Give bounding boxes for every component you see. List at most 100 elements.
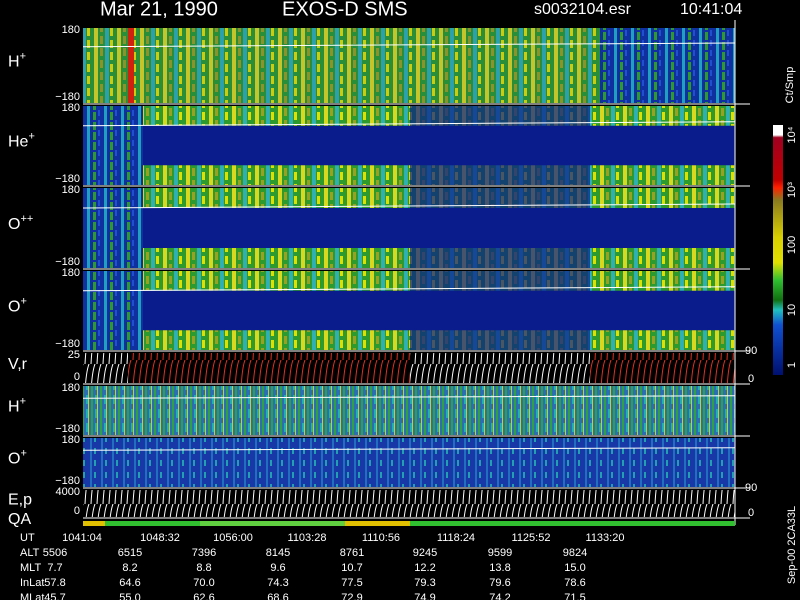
trace [590, 353, 735, 383]
colorbar-labels: 10⁴ 10³ 100 10 1 [786, 126, 798, 368]
trace [410, 353, 590, 383]
y2-tick-label: 90 [745, 345, 757, 357]
row-value: 9599 [488, 547, 512, 559]
y-tick-label: 180 [62, 24, 80, 36]
panel-label: O++ [8, 213, 33, 233]
row-value: 1118:24 [437, 532, 475, 544]
y-tick-label: 0 [74, 371, 80, 383]
trace [83, 490, 735, 517]
row-value: 1125:52 [512, 532, 551, 544]
spectrum [600, 28, 735, 103]
charge: + [20, 295, 26, 307]
ion: V,r [8, 356, 28, 373]
row-name: MLat [20, 592, 44, 600]
side-note: Sep-00 2CA33L [786, 506, 798, 584]
colorbar-unit: Ct/Smp [784, 67, 796, 104]
row-value: 78.6 [564, 577, 585, 589]
ion: O [8, 216, 20, 233]
spectrum [83, 106, 143, 185]
row-value: 1110:56 [362, 532, 400, 544]
panel-label: H+ [8, 50, 26, 70]
spectrum [410, 271, 590, 350]
colorbar-label: 100 [786, 236, 798, 254]
ion: O [8, 299, 20, 316]
spectrum [83, 248, 735, 268]
file: s0032104.esr [534, 1, 632, 18]
y-tick-label: 180 [62, 267, 80, 279]
row-value: 9.6 [270, 562, 285, 574]
row-value: 62.6 [193, 592, 214, 600]
colorbar [773, 125, 783, 375]
row-value: 1103:28 [288, 532, 327, 544]
y-tick-label: −180 [55, 91, 80, 103]
row-value: 74.2 [489, 592, 510, 600]
y-tick-label: −180 [55, 338, 80, 350]
row-name: MLT [20, 562, 41, 574]
row-value: 1133:20 [586, 532, 625, 544]
panel-label: E,p [8, 492, 32, 509]
spectrum [83, 386, 735, 435]
row-value: 8145 [266, 547, 290, 559]
row-value: 72.9 [341, 592, 362, 600]
date: Mar 21, 1990 [100, 0, 218, 20]
y-tick-label: 0 [74, 505, 80, 517]
y-tick-label: −180 [55, 256, 80, 268]
row-name: InLat [20, 577, 44, 589]
colorbar-label: 10³ [786, 182, 798, 198]
row-value: 55.0 [119, 592, 140, 600]
row-value: 71.5 [564, 592, 585, 600]
row-value: 5506 [43, 547, 67, 559]
row-value: 7.7 [47, 562, 62, 574]
spectrum [83, 271, 143, 350]
row-value: 68.6 [267, 592, 288, 600]
row-value: 9824 [563, 547, 587, 559]
row-value: 1041:04 [62, 532, 102, 544]
row-value: 70.0 [193, 577, 214, 589]
qa-bar [345, 521, 410, 526]
row-value: 1048:32 [140, 532, 180, 544]
trace-line [82, 447, 736, 451]
y-tick-label: −180 [55, 475, 80, 487]
footer: UT 1041:04 1048:32 1056:00 1103:28 1110:56 111… [20, 532, 624, 600]
panels: H+180−180He+180−180O++180−180O+180−180V,… [8, 20, 757, 528]
qa-bar [410, 521, 735, 526]
row-value: 57.8 [44, 577, 65, 589]
spectrum [410, 188, 590, 268]
trace-line [82, 42, 736, 48]
row-value: 1056:00 [213, 532, 253, 544]
row-value: 15.0 [564, 562, 585, 574]
charge: + [20, 50, 26, 62]
colorbar-label: 10⁴ [786, 126, 798, 143]
qa-bar [105, 521, 200, 526]
colorbar-label: 10 [786, 304, 798, 316]
y-tick-label: 180 [62, 102, 80, 114]
y-tick-label: 180 [62, 184, 80, 196]
row-value: 77.5 [341, 577, 362, 589]
charge: ++ [20, 213, 33, 225]
spectrum [83, 438, 735, 487]
y-tick-label: −180 [55, 423, 80, 435]
panel-label: He+ [8, 130, 35, 150]
trace [83, 353, 128, 383]
row-value: 10.7 [341, 562, 362, 574]
y-tick-label: 4000 [56, 486, 80, 498]
y-tick-label: −180 [55, 173, 80, 185]
y2-tick-label: 90 [745, 482, 757, 494]
colorbar-label: 1 [786, 362, 798, 368]
y-tick-label: 180 [62, 382, 80, 394]
spectrum [83, 165, 735, 185]
row-value: 9245 [413, 547, 437, 559]
row-value: 8761 [340, 547, 364, 559]
charge: + [20, 395, 26, 407]
y2-tick-label: 0 [748, 373, 754, 385]
row-name: UT [20, 532, 35, 544]
y-tick-label: 180 [62, 434, 80, 446]
panel-label: O+ [8, 447, 27, 467]
y2-tick-label: 0 [748, 507, 754, 519]
qa-label: QA [8, 511, 31, 528]
instrument: EXOS-D SMS [282, 0, 408, 20]
ion: E,p [8, 492, 32, 509]
row-value: 79.3 [414, 577, 435, 589]
row-value: 13.8 [489, 562, 510, 574]
row-value: 74.3 [267, 577, 288, 589]
